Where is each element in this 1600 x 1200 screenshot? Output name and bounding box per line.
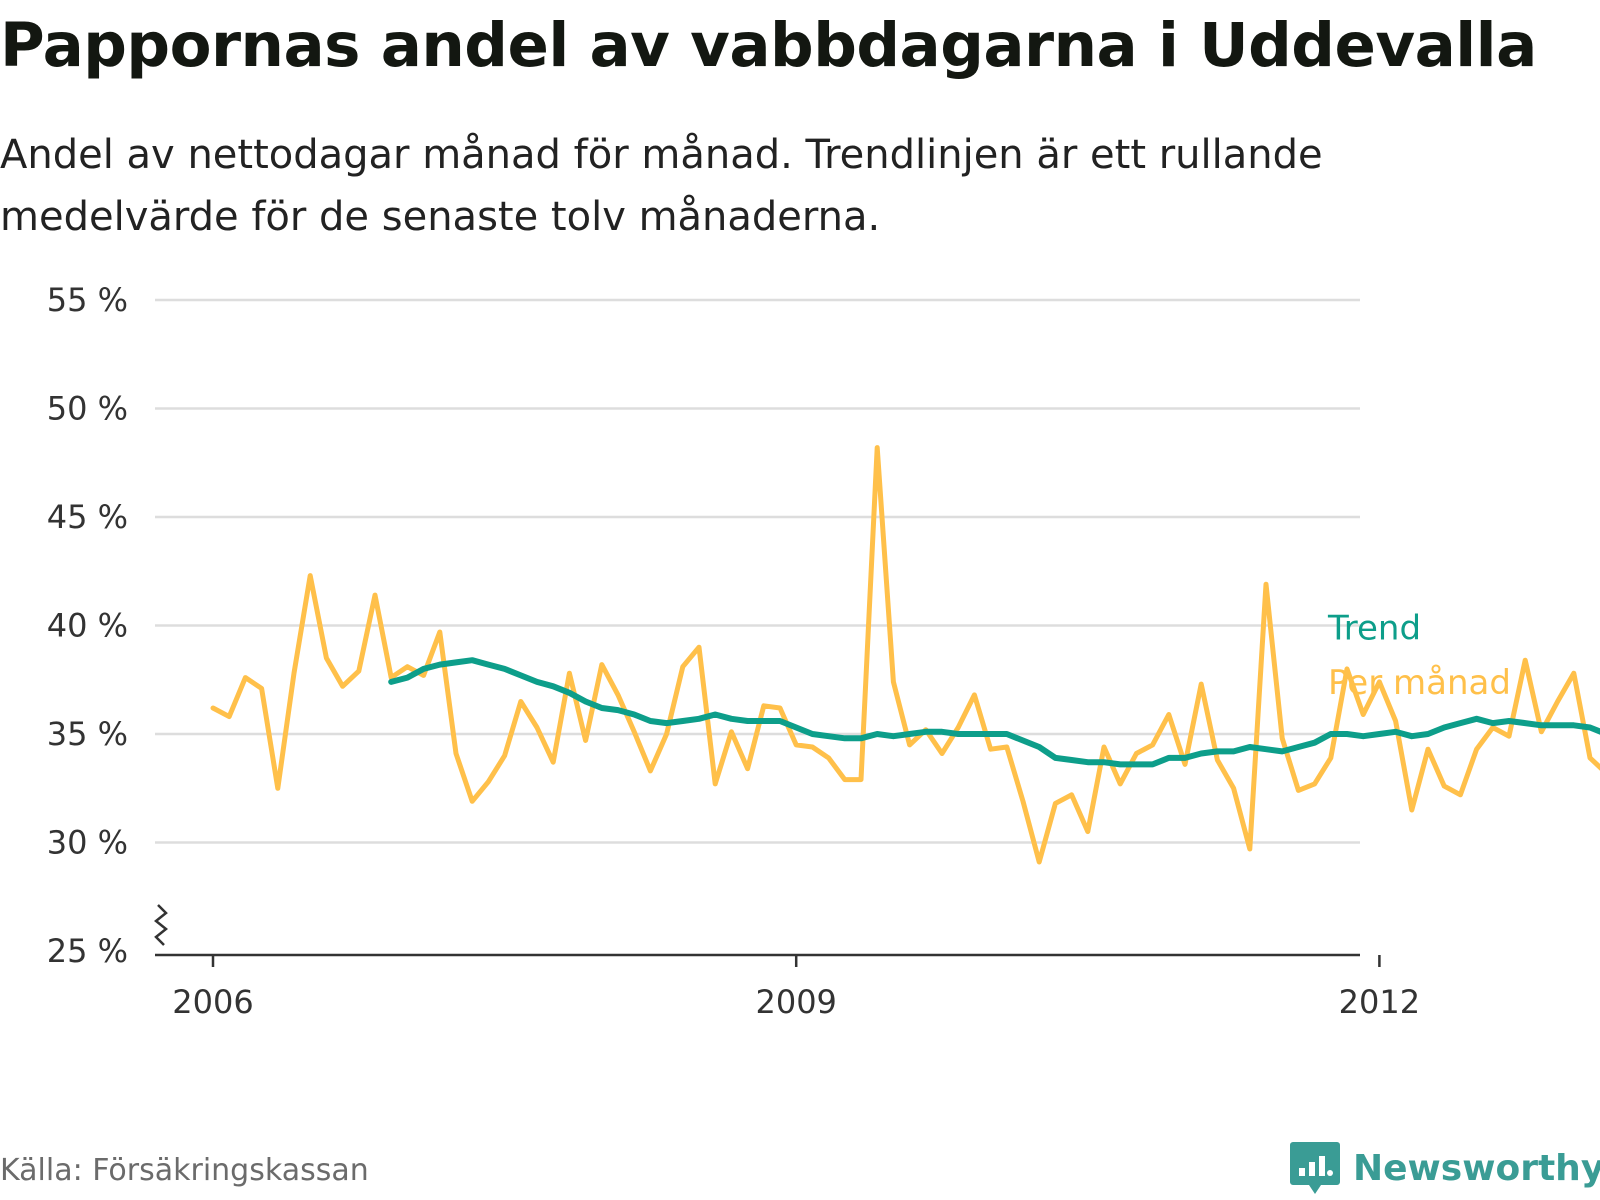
newsworthy-logo-icon <box>1290 1142 1340 1194</box>
y-tick-label: 45 % <box>47 498 128 536</box>
trend-series-label: Trend <box>1327 609 1421 649</box>
series-labels: Per månad Trend <box>1327 609 1511 703</box>
y-tick-label: 30 % <box>47 824 128 862</box>
chart-title: Pappornas andel av vabbdagarna i Uddeval… <box>0 10 1537 81</box>
y-tick-label: 55 % <box>47 281 128 319</box>
y-axis-break <box>153 904 169 946</box>
axes: 25 % 30 % 35 % 40 % 45 % 50 % 55 % 2006 2009 2012… <box>47 281 1420 1021</box>
brand-name: Newsworthy <box>1353 1147 1600 1189</box>
series <box>210 445 1600 865</box>
monthly-line <box>210 445 1600 865</box>
source-note: Källa: Försäkringskassan <box>0 1153 369 1188</box>
monthly-series-label: Per månad <box>1328 663 1511 703</box>
x-tick-label: 2012 <box>1339 983 1420 1021</box>
x-tick-label: 2009 <box>755 983 836 1021</box>
gridlines <box>155 298 1360 844</box>
y-tick-label: 50 % <box>47 390 128 428</box>
chart-subtitle: Andel av nettodagar månad för månad. Tre… <box>0 132 1323 240</box>
x-tick-label: 2006 <box>172 983 253 1021</box>
y-tick-label: 35 % <box>47 715 128 753</box>
y-tick-label: 25 % <box>47 932 128 970</box>
trend-line <box>388 657 1600 768</box>
y-tick-label: 40 % <box>47 607 128 645</box>
brand-logo: Newsworthy <box>1289 1140 1600 1196</box>
